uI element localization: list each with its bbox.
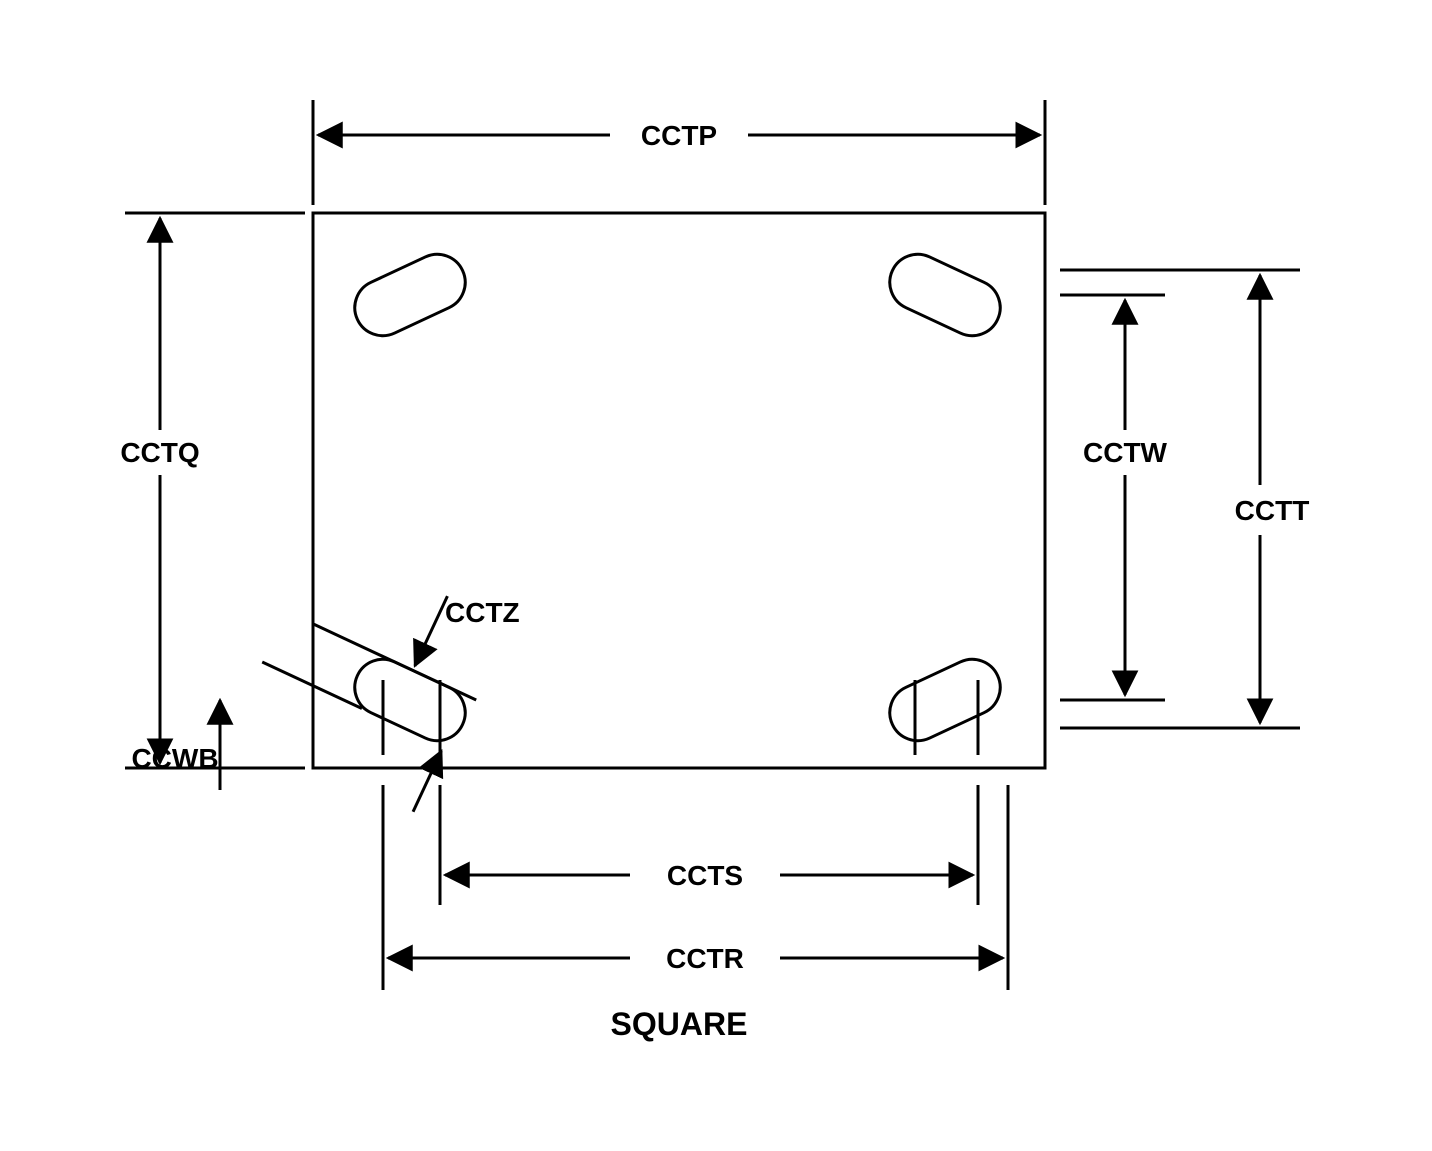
label-ccts: CCTS [667,860,743,891]
label-cctz: CCTZ [445,597,520,628]
dimension-cctp: CCTP [313,100,1045,205]
slot-top-right [881,245,1010,345]
slot-bottom-right [881,650,1010,750]
label-cctt: CCTT [1235,495,1310,526]
dimension-cctw: CCTW [1060,295,1168,700]
slot-bottom-left [346,650,475,750]
slot-top-left [346,245,475,345]
dimension-diagram: CCTP CCTQ CCTW CCTT CCTS CCTR [0,0,1432,1151]
plate-outline [313,213,1045,768]
dimension-ccts: CCTS [440,785,978,905]
label-cctw: CCTW [1083,437,1168,468]
dimension-cctt: CCTT [1060,270,1309,728]
label-cctp: CCTP [641,120,717,151]
dimension-cctq: CCTQ [120,213,305,768]
label-ccwb: CCWB [131,743,218,774]
dimension-ccwb: CCWB [131,700,220,790]
diagram-title: SQUARE [611,1006,748,1042]
dimension-cctz: CCTZ [232,537,520,816]
label-cctr: CCTR [666,943,744,974]
label-cctq: CCTQ [120,437,199,468]
